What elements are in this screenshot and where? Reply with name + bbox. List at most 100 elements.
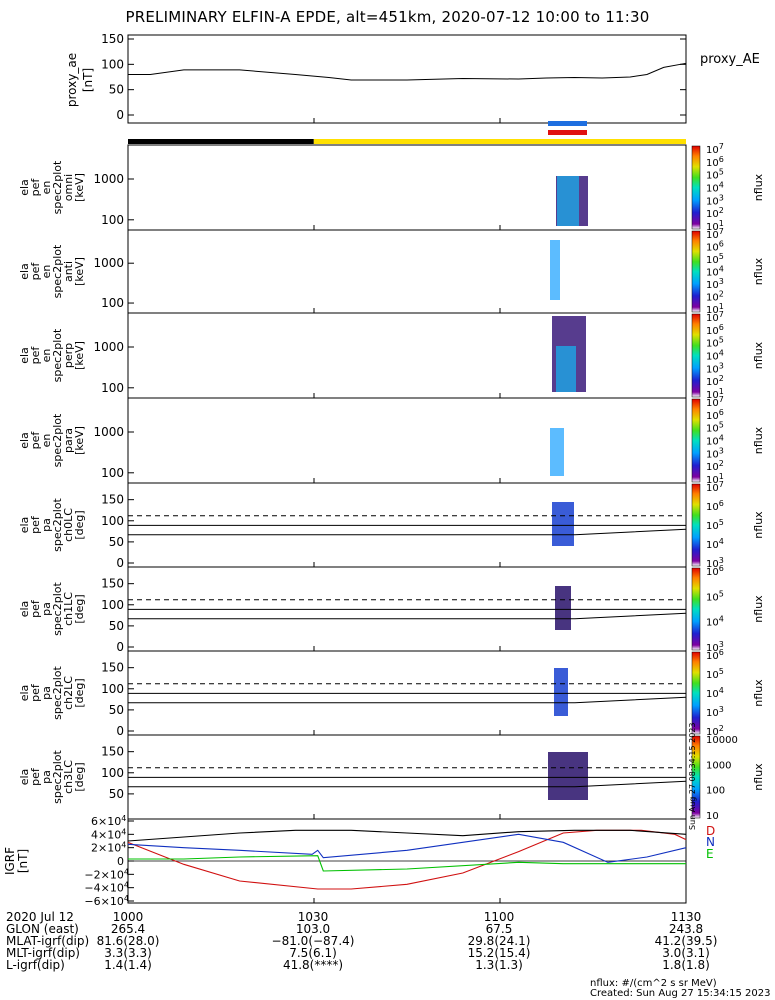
pa-ch0-colorbar-tick: 104 bbox=[706, 537, 724, 551]
footer-row-value: −81.0(−87.4) bbox=[271, 934, 355, 948]
en-para-colorbar-tick: 106 bbox=[706, 408, 724, 422]
en-para-ytick: 1000 bbox=[93, 425, 124, 439]
pa-ch2-ylabel: spec2plot bbox=[51, 666, 64, 720]
footer-row-label: MLT-igrf(dip) bbox=[6, 946, 80, 960]
en-perp-colorbar bbox=[691, 313, 701, 398]
pa-ch0-colorbar-tick: 106 bbox=[706, 499, 724, 513]
pa-ch2-ylabel: pef bbox=[29, 683, 42, 702]
pa-ch2-ylabel: ch2LC bbox=[62, 676, 75, 710]
created-stamp: Created: Sun Aug 27 15:34:15 2023 bbox=[590, 988, 771, 999]
en-para-ylabel: [keV] bbox=[73, 426, 86, 455]
en-anti-ytick: 100 bbox=[101, 296, 124, 310]
pa-ch1-ytick: 50 bbox=[109, 619, 124, 633]
footer-row-value: 103.0 bbox=[295, 922, 331, 936]
pa-ch3-ylabel: spec2plot bbox=[51, 750, 64, 804]
en-anti-ylabel: en bbox=[40, 265, 53, 279]
en-para-ylabel: spec2plot bbox=[51, 413, 64, 467]
proxy-ae-ytick: 0 bbox=[116, 108, 124, 122]
pa-ch1-ylabel: ela bbox=[18, 601, 31, 618]
en-omni-frame bbox=[127, 144, 687, 231]
proxy-ae-legend: proxy_AE bbox=[700, 52, 760, 67]
footer-row-value: 3.0(3.1) bbox=[662, 946, 710, 960]
igrf-ytick: −6×104 bbox=[84, 894, 129, 908]
en-anti-colorbar-tick: 104 bbox=[706, 265, 724, 279]
pa-ch2-90deg-line bbox=[128, 696, 687, 704]
en-anti-colorbar-tick: 106 bbox=[706, 240, 724, 254]
pa-ch1-colorbar-tick: 104 bbox=[706, 615, 724, 629]
en-anti-colorbar-tick: 107 bbox=[706, 227, 724, 241]
en-anti-colorbar-tick: 102 bbox=[706, 290, 724, 304]
plot-title: PRELIMINARY ELFIN-A EPDE, alt=451km, 202… bbox=[125, 8, 650, 26]
en-para-colorbar-label: nflux bbox=[752, 426, 765, 454]
pa-ch3-ylabel: pef bbox=[29, 767, 42, 786]
en-omni-colorbar bbox=[691, 145, 701, 230]
proxy-ae-ytick: 100 bbox=[101, 57, 124, 71]
pa-ch0-colorbar-tick: 107 bbox=[706, 480, 724, 494]
en-omni-flux-region bbox=[557, 176, 579, 226]
status-bar-black bbox=[128, 139, 314, 144]
en-anti-ylabel: [keV] bbox=[73, 257, 86, 286]
en-anti-colorbar-tick: 101 bbox=[706, 302, 724, 316]
en-para-ylabel: en bbox=[40, 434, 53, 448]
pa-ch0-ytick: 0 bbox=[116, 556, 124, 570]
en-anti-ylabel: anti bbox=[62, 261, 75, 282]
en-perp-frame bbox=[127, 312, 687, 399]
en-omni-ylabel: omni bbox=[62, 174, 75, 201]
pa-ch2-ylabel: [deg] bbox=[73, 678, 86, 707]
en-perp-colorbar-tick: 107 bbox=[706, 310, 724, 324]
pa-ch0-ylabel: ch0LC bbox=[62, 508, 75, 542]
en-perp-ylabel: pef bbox=[29, 346, 42, 365]
en-perp-colorbar-tick: 104 bbox=[706, 349, 724, 363]
pa-ch2-colorbar bbox=[691, 651, 701, 735]
en-para-colorbar-tick: 101 bbox=[706, 472, 724, 486]
pa-ch3-colorbar-tick: 10000 bbox=[706, 735, 738, 746]
footer-row-value: 1130 bbox=[670, 910, 702, 924]
en-anti-colorbar-label: nflux bbox=[752, 257, 765, 285]
igrf-legend-E: E bbox=[706, 847, 714, 861]
en-omni-ytick: 1000 bbox=[93, 172, 124, 186]
footer-row-label: 2020 Jul 12 bbox=[6, 910, 74, 924]
en-omni-ytick: 100 bbox=[101, 213, 124, 227]
en-perp-ylabel: perp bbox=[62, 343, 75, 368]
en-omni-colorbar-tick: 105 bbox=[706, 168, 724, 182]
pa-ch2-colorbar-tick: 103 bbox=[706, 705, 724, 719]
footer-row-value: 1000 bbox=[112, 910, 144, 924]
pa-ch1-colorbar bbox=[691, 567, 701, 651]
footer-row-value: 1100 bbox=[483, 910, 515, 924]
pa-ch0-ylabel: pa bbox=[40, 518, 53, 532]
footer-row-value: 67.5 bbox=[485, 922, 513, 936]
en-para-colorbar-tick: 107 bbox=[706, 395, 724, 409]
igrf-ytick: −2×104 bbox=[84, 867, 129, 881]
footer-row-value: 81.6(28.0) bbox=[96, 934, 160, 948]
nflux-unit-note: nflux: #/(cm^2 s sr MeV) bbox=[590, 978, 717, 989]
pa-ch0-colorbar-label: nflux bbox=[752, 511, 765, 539]
footer-row-value: 7.5(6.1) bbox=[289, 946, 337, 960]
en-para-colorbar-tick: 103 bbox=[706, 446, 724, 460]
en-perp-ytick: 1000 bbox=[93, 340, 124, 354]
en-perp-colorbar-tick: 105 bbox=[706, 336, 724, 350]
en-perp-ylabel: en bbox=[40, 349, 53, 363]
pa-ch2-ytick: 50 bbox=[109, 703, 124, 717]
pa-ch0-colorbar-tick: 105 bbox=[706, 518, 724, 532]
en-anti-ytick: 1000 bbox=[93, 256, 124, 270]
pa-ch1-ylabel: [deg] bbox=[73, 594, 86, 623]
footer-row-value: 1.3(1.3) bbox=[475, 958, 523, 972]
pa-ch3-ytick: 50 bbox=[109, 787, 124, 801]
footer-row-value: 243.8 bbox=[668, 922, 704, 936]
pa-ch2-colorbar-tick: 102 bbox=[706, 724, 724, 738]
en-anti-ylabel: ela bbox=[18, 263, 31, 280]
en-omni-colorbar-tick: 104 bbox=[706, 181, 724, 195]
proxy-ae-ytick: 50 bbox=[109, 83, 124, 97]
pa-ch0-ylabel: spec2plot bbox=[51, 498, 64, 552]
pa-ch0-ylabel: pef bbox=[29, 515, 42, 534]
en-para-ylabel: pef bbox=[29, 431, 42, 450]
pa-ch3-ylabel: pa bbox=[40, 770, 53, 784]
proxy-ae-line bbox=[128, 62, 687, 81]
pa-ch1-ytick: 150 bbox=[101, 577, 124, 591]
pa-ch1-90deg-line bbox=[128, 612, 687, 620]
en-perp-ytick: 100 bbox=[101, 381, 124, 395]
pa-ch0-ytick: 100 bbox=[101, 514, 124, 528]
en-omni-ylabel: pef bbox=[29, 178, 42, 197]
en-para-ylabel: ela bbox=[18, 432, 31, 449]
